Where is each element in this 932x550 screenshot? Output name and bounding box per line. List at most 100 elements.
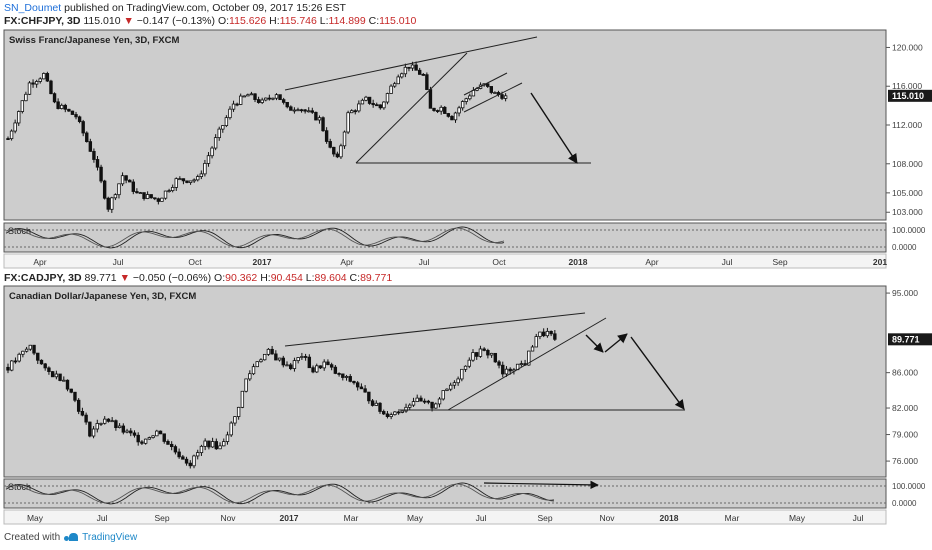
candle <box>346 110 350 135</box>
candle-body <box>120 175 125 185</box>
x-tick-label: Nov <box>220 513 236 523</box>
publish-line: SN_Doumet published on TradingView.com, … <box>4 2 346 14</box>
candle <box>270 346 274 355</box>
stoch-scale-bottom: 0.0000 <box>892 243 917 252</box>
candle-body <box>106 197 110 210</box>
candle-body <box>147 437 152 440</box>
x-tick-label: Nov <box>599 513 615 523</box>
candle-body <box>188 462 192 467</box>
candle <box>177 448 181 459</box>
candle-body <box>404 406 408 412</box>
candle-body <box>49 80 53 95</box>
down-triangle-icon: ▼ <box>123 15 134 27</box>
publisher-username[interactable]: SN_Doumet <box>4 2 62 14</box>
candle-body <box>13 122 17 132</box>
candle-body <box>142 192 146 199</box>
chart-panel-cadjpy[interactable]: Canadian Dollar/Japanese Yen, 3D, FXCM 95… <box>3 285 932 525</box>
candle <box>34 79 39 88</box>
candle <box>486 83 490 88</box>
candle <box>124 175 128 184</box>
chart-title: Canadian Dollar/Japanese Yen, 3D, FXCM <box>9 291 196 302</box>
candle-body <box>482 348 486 351</box>
candle <box>299 108 304 113</box>
candle <box>375 102 379 107</box>
candle <box>140 440 144 446</box>
candle <box>235 102 239 107</box>
candle-body <box>76 399 81 412</box>
candle-body <box>156 198 161 202</box>
candle <box>166 439 170 445</box>
x-axis <box>3 509 887 525</box>
candle <box>289 362 293 371</box>
tradingview-brand[interactable]: TradingView <box>82 532 138 543</box>
candle-body <box>95 423 99 430</box>
candle-body <box>349 110 354 114</box>
candle <box>296 357 300 364</box>
candle <box>382 101 386 110</box>
candle-body <box>314 111 318 121</box>
candle <box>419 395 423 402</box>
candle-body <box>437 398 442 405</box>
down-triangle-icon: ▼ <box>119 272 130 284</box>
x-tick-label: 201 <box>873 257 887 267</box>
candle <box>421 72 425 76</box>
candle-body <box>92 150 96 160</box>
chart-panel-chfjpy[interactable]: Swiss Franc/Japanese Yen, 3D, FXCM 120.00… <box>3 29 932 269</box>
candle <box>47 366 51 375</box>
candle <box>549 330 553 337</box>
candle-body <box>136 434 140 443</box>
symbol-name[interactable]: FX:CADJPY, 3D <box>4 272 82 284</box>
candle-body <box>196 452 200 457</box>
candle <box>307 107 311 113</box>
candle <box>74 111 78 120</box>
footer: Created with TradingView <box>4 532 137 543</box>
candle <box>545 327 550 338</box>
candle-body <box>256 99 261 103</box>
candle-body <box>335 153 340 158</box>
candle-body <box>493 352 498 363</box>
candle <box>67 108 71 112</box>
projection-arrow <box>604 333 628 353</box>
candle-body <box>131 181 135 192</box>
candle-body <box>173 446 178 453</box>
candle-body <box>493 92 497 94</box>
candle-body <box>117 183 121 196</box>
candle <box>242 95 246 98</box>
candle <box>142 192 146 201</box>
candle <box>60 103 64 110</box>
candle-body <box>20 100 25 112</box>
candle <box>138 191 143 194</box>
candle-body <box>129 430 133 434</box>
candle <box>207 440 211 450</box>
candle <box>374 400 378 406</box>
candle <box>132 430 137 438</box>
stoch-label: Stoch <box>8 226 31 236</box>
candle <box>422 398 427 404</box>
candle <box>217 126 221 141</box>
candle <box>196 174 200 182</box>
candle <box>425 72 429 91</box>
x-tick-label: 2017 <box>280 513 299 523</box>
candle-body <box>192 179 196 182</box>
candle <box>333 365 338 375</box>
candle <box>213 134 218 151</box>
candle-body <box>538 331 542 337</box>
candle <box>256 96 261 104</box>
candle <box>266 347 271 356</box>
candle-body <box>342 131 347 147</box>
candle <box>437 397 442 408</box>
candle <box>203 159 207 177</box>
candle-body <box>222 441 226 447</box>
candle <box>158 430 163 435</box>
symbol-name[interactable]: FX:CHFJPY, 3D <box>4 15 81 27</box>
candle <box>501 361 505 378</box>
candle-body <box>360 99 365 105</box>
candle <box>106 418 111 423</box>
candle <box>121 423 126 435</box>
candle <box>339 143 343 159</box>
candle <box>181 454 185 460</box>
candle-body <box>181 456 185 460</box>
candle <box>210 146 214 159</box>
candle <box>364 95 368 102</box>
